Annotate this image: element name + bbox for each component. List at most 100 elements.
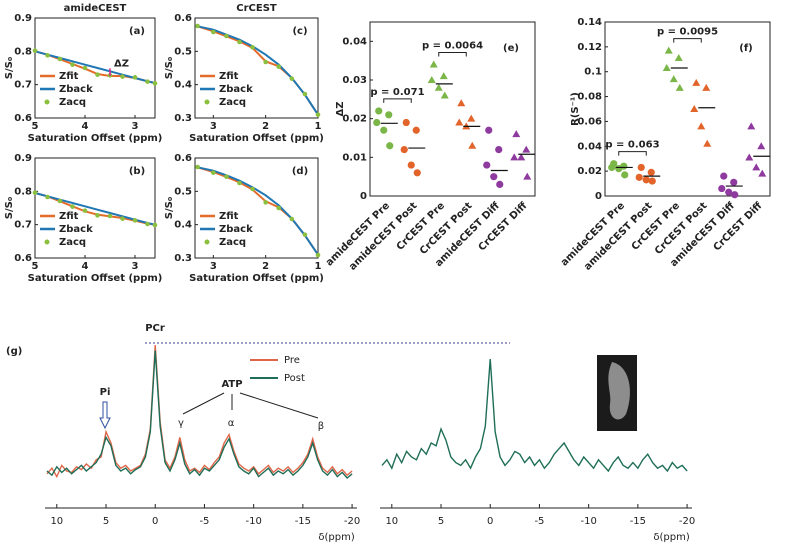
data-point <box>385 111 393 119</box>
y-axis-label: S/S₀ <box>164 57 175 79</box>
plot-frame <box>34 17 156 119</box>
y-tick-label: 0.01 <box>342 152 367 163</box>
x-axis-label: Saturation Offset (ppm) <box>189 273 324 284</box>
data-point <box>407 161 415 169</box>
data-point <box>757 142 766 150</box>
x-axis-label: δ(ppm) <box>653 532 689 543</box>
atp-lines <box>182 392 319 419</box>
data-point <box>642 176 650 184</box>
data-point <box>483 161 491 169</box>
y-tick-label: 0.6 <box>14 253 32 264</box>
data-point <box>648 177 656 185</box>
p-bracket <box>618 151 647 156</box>
data-point <box>402 118 410 127</box>
legend-label: Zfit <box>59 211 79 222</box>
data-point <box>635 173 643 181</box>
x-tick-label: 3 <box>210 261 217 272</box>
data-point <box>413 169 421 177</box>
inset-shape <box>608 362 630 420</box>
x-tick-label: 2 <box>262 261 269 272</box>
y-tick-label: 0.02 <box>342 114 367 125</box>
peak-label: β <box>318 421 324 432</box>
data-point <box>440 91 449 99</box>
legend-swatch <box>204 99 210 105</box>
data-point <box>276 205 282 211</box>
legend-label: Zback <box>219 224 253 235</box>
x-tick-label: -15 <box>630 516 646 527</box>
legend-label: Zacq <box>219 97 246 108</box>
y-tick-label: 0 <box>595 191 602 202</box>
data-point <box>380 126 388 134</box>
data-point <box>95 213 100 218</box>
data-point <box>720 172 728 180</box>
peak-label: Pi <box>100 387 111 398</box>
peak-label: α <box>228 418 235 429</box>
p-bracket <box>673 38 702 43</box>
data-point <box>145 79 150 84</box>
data-point <box>375 107 383 115</box>
legend-label: Post <box>284 373 305 384</box>
y-tick-label: 0.06 <box>577 116 602 127</box>
data-point <box>315 112 321 117</box>
data-point <box>211 29 216 35</box>
legend-label: Zacq <box>59 237 86 248</box>
data-point <box>302 91 308 97</box>
data-point <box>608 163 616 172</box>
x-tick-label: 3 <box>132 261 139 272</box>
data-point <box>434 83 443 91</box>
data-point <box>725 188 733 196</box>
p-value: p = 0.0064 <box>422 41 483 52</box>
p-bracket <box>383 98 412 103</box>
y-tick-label: 0.6 <box>14 113 32 124</box>
x-axis-label: Saturation Offset (ppm) <box>189 133 324 144</box>
data-point <box>224 174 229 179</box>
plot-frame <box>604 21 771 197</box>
data-point <box>664 46 673 54</box>
x-tick-label: -10 <box>580 516 596 527</box>
data-point <box>289 216 295 222</box>
data-point <box>703 139 712 147</box>
panel-label: (b) <box>129 166 145 177</box>
x-tick-label: -5 <box>199 516 209 527</box>
y-tick-label: 0.1 <box>584 67 602 78</box>
panel-label: (d) <box>292 166 308 177</box>
data-point <box>57 56 63 62</box>
spectrum-line <box>381 358 688 473</box>
data-point <box>690 105 699 112</box>
x-tick-label: 5 <box>103 516 109 527</box>
data-point <box>263 200 268 205</box>
x-tick-label: 2 <box>262 121 269 132</box>
data-point <box>523 172 532 180</box>
data-point <box>615 165 623 173</box>
data-point <box>637 163 645 172</box>
panel-label: (f) <box>739 43 753 54</box>
data-point <box>45 194 50 200</box>
panel-label: (a) <box>129 26 145 37</box>
x-tick-label: 0 <box>152 516 158 527</box>
data-point <box>495 146 503 154</box>
y-tick-label: 0.5 <box>174 46 192 57</box>
x-tick-label: 10 <box>385 516 398 527</box>
y-tick-label: 0.6 <box>174 153 192 164</box>
plot-frame <box>194 157 319 259</box>
y-tick-label: 0.4 <box>174 80 192 91</box>
legend-label: Zfit <box>59 71 79 82</box>
p-value: p = 0.071 <box>370 87 424 98</box>
data-point <box>522 145 531 153</box>
panel-label: (e) <box>503 43 519 54</box>
data-point <box>496 180 504 188</box>
data-point <box>758 169 767 177</box>
x-tick-label: 0 <box>487 516 493 527</box>
x-tick-label: 1 <box>315 121 322 132</box>
legend-label: Zacq <box>219 237 246 248</box>
data-point <box>32 190 38 195</box>
data-point <box>412 126 420 134</box>
data-point <box>692 78 701 86</box>
x-tick-label: -10 <box>245 516 261 527</box>
legend-label: Zback <box>59 224 93 235</box>
y-tick-label: 0.04 <box>577 141 602 152</box>
x-tick-label: -20 <box>344 516 360 527</box>
data-point <box>702 83 711 91</box>
data-point <box>289 76 295 81</box>
